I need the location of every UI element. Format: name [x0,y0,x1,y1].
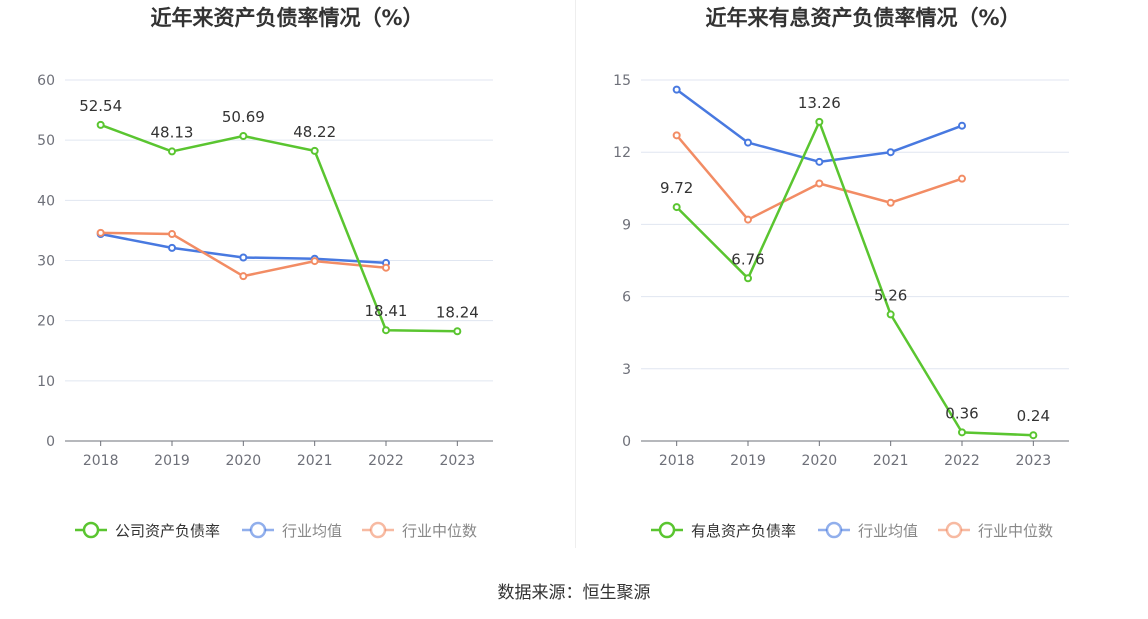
x-tick-label: 2020 [802,453,838,469]
data-point [744,215,752,224]
legend-marker-icon [825,521,843,539]
data-point [886,198,895,207]
y-tick-label: 60 [37,73,55,89]
y-tick-label: 40 [37,193,55,209]
y-tick-label: 9 [622,217,631,233]
legend-item-0[interactable]: 有息资产负债率 [651,521,796,540]
data-point [958,428,966,437]
legend-item-2[interactable]: 行业中位数 [938,521,1053,540]
legend-marker-icon [945,521,963,539]
y-tick-label: 0 [46,434,55,450]
data-label: 18.41 [365,302,408,320]
y-tick-label: 10 [37,374,55,390]
x-tick-label: 2022 [944,453,980,469]
data-point [886,310,895,319]
legend-label: 有息资产负债率 [691,522,796,540]
data-label: 6.76 [731,250,764,268]
x-tick-label: 2020 [226,453,262,469]
legend-marker-icon [369,521,387,539]
data-point [815,157,824,166]
legend-item-1[interactable]: 行业均值 [242,521,342,540]
data-point [815,117,824,126]
data-point [239,272,248,281]
legend-item-1[interactable]: 行业均值 [818,521,918,540]
data-point [453,327,462,336]
data-label: 48.22 [293,123,336,141]
data-label: 0.24 [1017,407,1050,425]
data-point [168,243,176,252]
data-point [672,203,681,212]
y-tick-label: 30 [37,254,55,270]
data-point [168,147,176,156]
x-tick-label: 2019 [154,453,190,469]
legend-label: 公司资产负债率 [115,522,220,540]
panel-divider [575,0,576,548]
y-tick-label: 12 [613,145,631,161]
data-point [744,274,752,283]
data-label: 18.24 [436,303,479,321]
data-point [239,132,248,141]
data-label: 9.72 [660,179,693,197]
x-tick-label: 2018 [659,453,695,469]
data-point [958,174,966,183]
data-point [310,257,319,266]
legend-marker-icon [249,521,267,539]
x-tick-label: 2021 [873,453,909,469]
chart-panel-debt-ratio: 近年来资产负债率情况（%） 0 10 20 30 40 50 60 2018 2019 2020 2… [0,0,574,560]
chart-panel-interest-bearing-debt-ratio: 近年来有息资产负债率情况（%） 0 3 6 9 12 15 2018 2019 2020 2021… [576,0,1148,560]
y-tick-label: 15 [613,73,631,89]
y-tick-label: 0 [622,434,631,450]
x-tick-label: 2019 [730,453,766,469]
data-point [958,121,966,130]
y-tick-label: 50 [37,133,55,149]
data-point [672,131,681,140]
legend-marker-icon [658,521,676,539]
x-tick-label: 2018 [83,453,119,469]
data-source-note: 数据来源：恒生聚源 [497,583,651,603]
data-label: 13.26 [798,94,841,112]
data-label: 48.13 [151,123,194,141]
legend-marker-icon [82,521,100,539]
x-tick-label: 2021 [297,453,333,469]
legend-label: 行业均值 [282,522,342,540]
series-line-0 [675,120,1034,437]
chart-title: 近年来资产负债率情况（%） [150,6,424,30]
legend-label: 行业中位数 [978,522,1053,540]
chart-title: 近年来有息资产负债率情况（%） [705,6,1021,30]
data-point [382,326,390,335]
data-point [1029,431,1038,440]
line-chart-debt-ratio: 0 10 20 30 40 50 60 2018 2019 2020 2021 2022 2023 52.… [37,73,493,540]
data-label: 52.54 [79,97,122,115]
line-chart-interest-bearing-debt-ratio: 0 3 6 9 12 15 2018 2019 2020 2021 2022 2023 9.72 6.76… [613,73,1069,540]
legend-label: 行业中位数 [402,522,477,540]
legend-item-2[interactable]: 行业中位数 [362,521,477,540]
x-tick-label: 2023 [1016,453,1052,469]
data-point [815,179,824,188]
data-label: 5.26 [874,286,907,304]
data-point [672,85,681,94]
legend-label: 行业均值 [858,522,918,540]
series-line-0 [100,123,458,333]
x-tick-label: 2023 [440,453,476,469]
data-point [239,253,248,262]
data-point [96,120,105,129]
y-tick-label: 20 [37,314,55,330]
x-tick-label: 2022 [368,453,404,469]
data-point [382,263,390,272]
data-point [310,146,319,155]
data-point [96,228,105,237]
data-label: 50.69 [222,108,265,126]
data-point [744,138,752,147]
data-label: 0.36 [945,404,978,422]
y-tick-label: 6 [622,290,631,306]
data-point [886,148,895,157]
series-line-2 [675,134,963,221]
y-tick-label: 3 [622,362,631,378]
legend-item-0[interactable]: 公司资产负债率 [75,521,220,540]
data-point [168,230,176,239]
